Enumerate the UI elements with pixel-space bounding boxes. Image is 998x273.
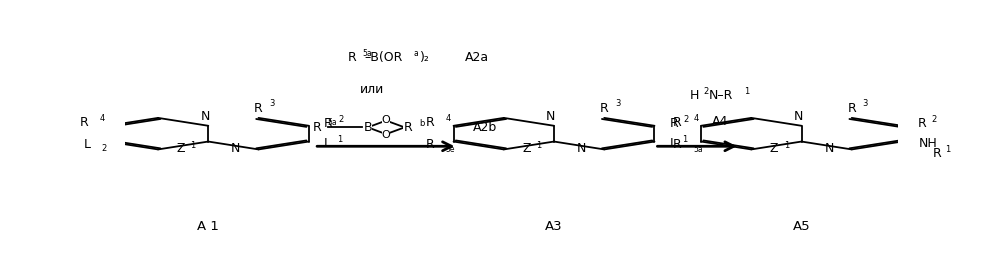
Text: 1: 1: [745, 87, 749, 96]
Text: )₂: )₂: [420, 52, 430, 64]
Text: A 1: A 1: [198, 220, 220, 233]
Text: O: O: [381, 130, 390, 140]
Text: 2: 2: [684, 115, 690, 124]
Text: 3: 3: [615, 99, 621, 108]
Text: R: R: [917, 117, 926, 130]
Text: R: R: [313, 121, 322, 134]
Text: 1: 1: [536, 141, 542, 150]
Text: R: R: [254, 102, 262, 115]
Text: R: R: [80, 116, 89, 129]
Text: N: N: [824, 143, 834, 155]
Text: R: R: [670, 117, 679, 130]
Text: 5a: 5a: [362, 49, 372, 58]
Text: N: N: [577, 143, 587, 155]
Text: Z: Z: [177, 143, 185, 155]
Text: R: R: [348, 52, 356, 64]
Text: 4: 4: [694, 114, 699, 123]
Text: 2: 2: [704, 87, 709, 96]
Text: R: R: [847, 102, 856, 115]
Text: 1: 1: [783, 141, 789, 150]
Text: R: R: [324, 117, 333, 130]
Text: R: R: [933, 147, 942, 160]
Text: N: N: [201, 111, 210, 123]
Text: N: N: [232, 143, 241, 155]
Text: A4: A4: [713, 115, 729, 127]
Text: R: R: [425, 138, 434, 151]
Text: a: a: [413, 49, 418, 58]
Text: 5a: 5a: [694, 146, 703, 155]
Text: A2a: A2a: [465, 52, 489, 64]
Text: H: H: [690, 89, 700, 102]
Text: 1: 1: [945, 146, 950, 155]
Text: 5a: 5a: [327, 118, 337, 127]
Text: 3: 3: [862, 99, 868, 108]
Text: R: R: [600, 102, 609, 115]
Text: 1: 1: [336, 135, 342, 144]
Text: или: или: [360, 83, 384, 96]
Text: 2: 2: [338, 115, 343, 124]
Text: 2: 2: [931, 115, 937, 124]
Text: R: R: [403, 121, 412, 134]
Text: O: O: [381, 114, 390, 124]
Text: Z: Z: [522, 143, 531, 155]
Text: R: R: [673, 116, 682, 129]
Text: 2: 2: [102, 144, 107, 153]
Text: 3: 3: [269, 99, 274, 108]
Text: 4: 4: [100, 114, 106, 123]
Text: Z: Z: [769, 143, 778, 155]
Text: 1: 1: [191, 141, 196, 150]
Text: N: N: [793, 111, 803, 123]
Text: N–R: N–R: [709, 89, 734, 102]
Text: R: R: [673, 138, 682, 151]
Text: B: B: [363, 121, 372, 134]
Text: A5: A5: [792, 220, 810, 233]
Text: L: L: [84, 138, 91, 151]
Text: R: R: [425, 116, 434, 129]
Text: 5e: 5e: [446, 146, 455, 155]
Text: A3: A3: [545, 220, 563, 233]
Text: –B(OR: –B(OR: [364, 52, 403, 64]
Text: N: N: [546, 111, 556, 123]
Text: A2b: A2b: [473, 121, 497, 134]
Text: 4: 4: [446, 114, 451, 123]
Text: NH: NH: [919, 137, 938, 150]
Text: L: L: [670, 137, 677, 150]
Text: L: L: [324, 137, 331, 150]
Text: b: b: [419, 119, 425, 128]
Text: 1: 1: [683, 135, 688, 144]
